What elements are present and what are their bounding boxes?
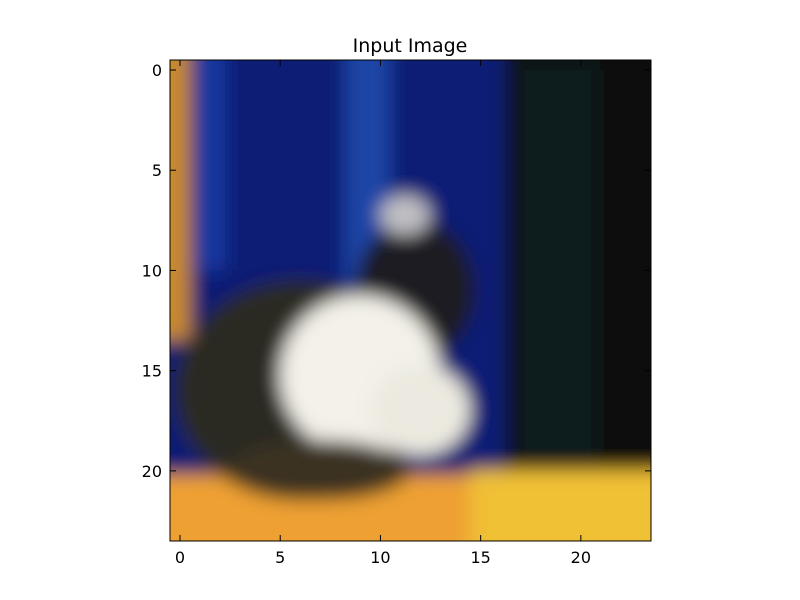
chart-title: Input Image	[353, 35, 468, 57]
x-tick-label: 0	[175, 548, 185, 567]
image-region-blue-edge	[195, 60, 225, 270]
image-region-cat-paws	[230, 440, 410, 500]
y-tick-label: 10	[142, 261, 162, 280]
x-tick-label: 15	[470, 548, 490, 567]
image-region-cat-white-ear	[380, 195, 430, 235]
plot-frame	[169, 59, 652, 542]
y-tick-label: 15	[142, 362, 162, 381]
x-tick-label: 5	[275, 548, 285, 567]
image-region-cat-white-lower	[370, 365, 470, 455]
x-tick-label: 10	[370, 548, 390, 567]
axis-ticks: 0 5 10 15 20 0 5 10 15 20	[142, 60, 651, 567]
y-tick-label: 0	[152, 61, 162, 80]
image-region-dark-frame	[600, 60, 651, 480]
x-tick-label: 20	[571, 548, 591, 567]
y-tick-label: 20	[142, 462, 162, 481]
y-tick-label: 5	[152, 161, 162, 180]
input-image	[170, 60, 651, 541]
image-region-dark-panel	[525, 70, 595, 450]
image-region-floor-right	[470, 470, 651, 541]
